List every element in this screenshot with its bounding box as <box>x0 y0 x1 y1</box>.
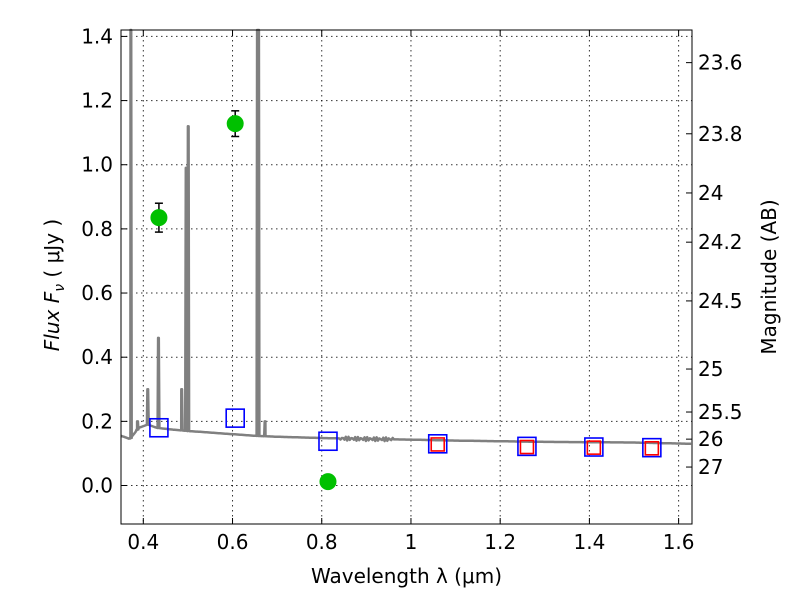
y-tick-label: 0.6 <box>81 281 113 305</box>
model-spectrum <box>120 28 692 446</box>
x-tick-label: 1.6 <box>663 530 695 554</box>
model-red-square <box>519 439 535 455</box>
y-axis-label-subscript: ν <box>52 284 68 292</box>
model-blue-square <box>427 434 448 454</box>
y2-tick-label: 26 <box>698 427 723 451</box>
model-blue-square <box>318 431 338 452</box>
y2-axis-label: Magnitude (AB) <box>757 199 781 354</box>
x-axis-label: Wavelength λ (μm) <box>311 564 502 588</box>
observed-point <box>150 209 168 227</box>
y2-tick-label: 24 <box>698 181 723 205</box>
y-tick-label: 0.0 <box>81 474 113 498</box>
model-red-square <box>430 437 446 452</box>
x-tick-label: 0.4 <box>127 530 159 554</box>
axis-ticks: 0.4 0.6 0.8 1 1.2 1.4 1.6 0.0 0.2 0.4 0.6 0.8 1.0 1.2… <box>81 24 742 554</box>
x-tick-label: 1.4 <box>573 530 605 554</box>
y-axis-label-main: Flux F <box>40 291 64 351</box>
plot-frame <box>120 29 693 525</box>
x-tick-label: 1.2 <box>484 530 516 554</box>
model-red-square <box>644 440 660 456</box>
model-blue-square <box>517 436 537 457</box>
y2-tick-label: 24.5 <box>698 289 743 313</box>
grid <box>121 30 692 524</box>
x-tick-label: 1 <box>405 530 418 554</box>
model-spectrum-line <box>120 28 692 446</box>
y2-tick-label: 27 <box>698 455 723 479</box>
model-blue-square <box>149 417 169 438</box>
y-tick-label: 1.4 <box>81 24 113 48</box>
x-tick-label: 0.8 <box>306 530 338 554</box>
y2-tick-label: 25 <box>698 357 723 381</box>
y-tick-label: 0.2 <box>81 409 113 433</box>
y2-tick-label: 24.2 <box>698 230 743 254</box>
y2-tick-label: 23.6 <box>698 51 743 75</box>
x-tick-label: 0.6 <box>217 530 249 554</box>
observed-point <box>319 473 337 491</box>
y2-tick-label: 25.5 <box>698 400 743 424</box>
data-points <box>149 110 662 491</box>
y-tick-label: 1.0 <box>81 153 113 177</box>
y-tick-label: 1.2 <box>81 89 113 113</box>
y-axis-label: Flux Fν ( μJy ) <box>40 219 68 351</box>
model-blue-square <box>584 437 604 457</box>
model-blue-square <box>225 408 245 428</box>
y-axis-label-unit: ( μJy ) <box>40 219 64 284</box>
y2-tick-label: 23.8 <box>698 122 743 146</box>
y-tick-label: 0.4 <box>81 345 113 369</box>
y-tick-label: 0.8 <box>81 217 113 241</box>
model-blue-square <box>642 437 662 458</box>
model-red-square <box>586 440 602 455</box>
observed-point <box>226 115 244 133</box>
